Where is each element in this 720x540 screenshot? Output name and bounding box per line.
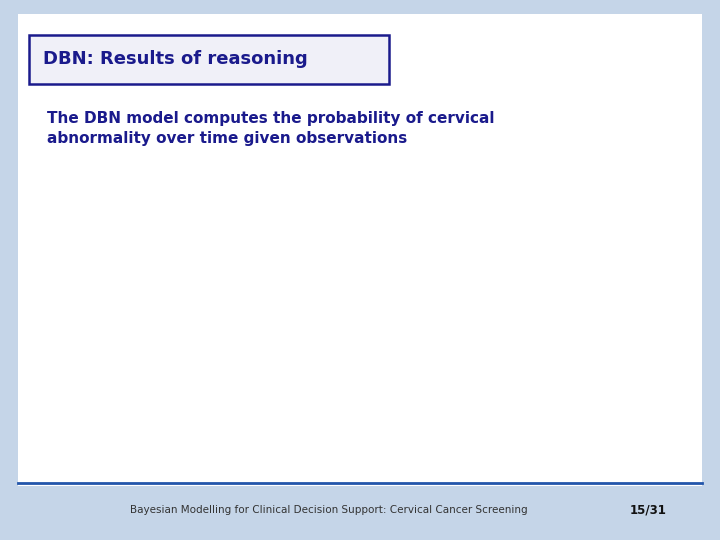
Text: DBN: Results of reasoning: DBN: Results of reasoning xyxy=(43,50,308,69)
FancyBboxPatch shape xyxy=(29,35,389,84)
Text: Bayesian Modelling for Clinical Decision Support: Cervical Cancer Screening: Bayesian Modelling for Clinical Decision… xyxy=(130,505,527,515)
Legend: cervix:carcinoma: cervix:carcinoma xyxy=(530,227,676,252)
Text: abnormality over time given observations: abnormality over time given observations xyxy=(47,131,407,146)
Y-axis label: Pr(Cervix$_t$ | Evidence): Pr(Cervix$_t$ | Evidence) xyxy=(35,217,53,377)
Text: 15/31: 15/31 xyxy=(630,504,667,517)
Text: The DBN model computes the probability of cervical: The DBN model computes the probability o… xyxy=(47,111,495,126)
X-axis label: time: time xyxy=(278,455,316,470)
